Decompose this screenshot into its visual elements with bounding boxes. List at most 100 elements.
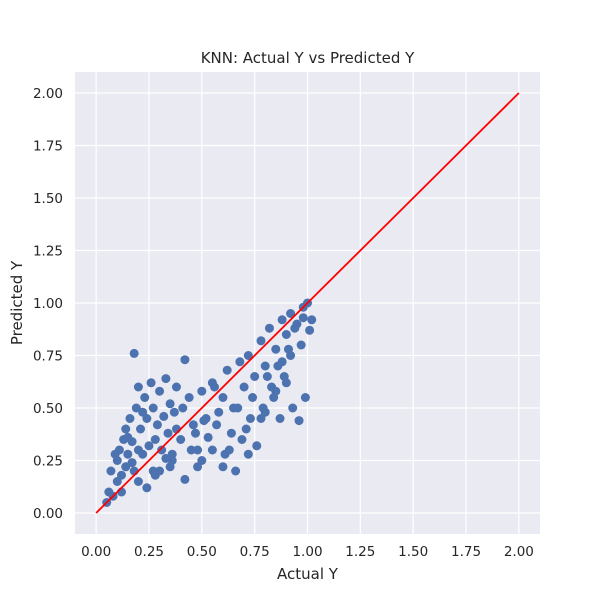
data-point bbox=[237, 435, 247, 444]
data-point bbox=[180, 474, 190, 484]
data-point bbox=[138, 449, 148, 459]
data-point bbox=[157, 445, 167, 455]
x-tick-label: 1.25 bbox=[345, 544, 375, 560]
y-tick-label: 0.25 bbox=[33, 454, 63, 470]
chart-title: KNN: Actual Y vs Predicted Y bbox=[201, 49, 415, 67]
data-point bbox=[186, 445, 196, 455]
data-point bbox=[142, 483, 152, 493]
x-tick-label: 1.50 bbox=[398, 544, 428, 560]
data-point bbox=[112, 477, 122, 486]
x-tick-label: 0.00 bbox=[81, 544, 111, 560]
data-point bbox=[248, 393, 258, 402]
y-tick-label: 0.50 bbox=[33, 401, 63, 417]
data-point bbox=[140, 393, 150, 402]
data-point bbox=[197, 456, 207, 465]
data-point bbox=[110, 449, 120, 459]
x-tick-labels: 0.00 0.25 0.50 0.75 1.00 1.25 1.50 1.75 2.00 bbox=[81, 544, 534, 560]
data-point bbox=[161, 374, 171, 384]
data-point bbox=[298, 313, 308, 323]
x-tick-label: 0.25 bbox=[134, 544, 164, 560]
x-tick-label: 0.75 bbox=[240, 544, 270, 560]
data-point bbox=[296, 340, 306, 350]
data-point bbox=[300, 393, 310, 402]
data-point bbox=[271, 386, 281, 396]
data-point bbox=[226, 428, 236, 438]
data-point bbox=[256, 336, 266, 346]
data-point bbox=[281, 330, 291, 339]
data-point bbox=[239, 382, 249, 392]
data-point bbox=[171, 382, 181, 392]
data-point bbox=[277, 315, 287, 325]
data-point bbox=[260, 361, 270, 371]
data-point bbox=[190, 428, 200, 438]
data-point bbox=[210, 382, 219, 392]
data-point bbox=[148, 403, 158, 413]
data-point bbox=[262, 372, 272, 381]
data-point bbox=[241, 424, 251, 434]
data-point bbox=[188, 420, 198, 430]
data-point bbox=[121, 462, 131, 472]
data-point bbox=[199, 416, 209, 426]
data-point bbox=[231, 466, 241, 476]
data-point bbox=[193, 445, 203, 455]
data-point bbox=[125, 414, 135, 423]
data-point bbox=[275, 414, 285, 423]
data-point bbox=[283, 344, 293, 354]
y-axis-label: Predicted Y bbox=[8, 260, 26, 345]
data-point bbox=[136, 424, 146, 434]
data-point bbox=[144, 441, 154, 451]
y-tick-label: 1.75 bbox=[33, 139, 63, 155]
data-point bbox=[307, 315, 317, 325]
data-point bbox=[178, 403, 188, 413]
data-point bbox=[165, 462, 175, 472]
data-point bbox=[123, 432, 133, 442]
data-point bbox=[127, 458, 137, 468]
data-point bbox=[250, 372, 260, 381]
x-tick-label: 1.00 bbox=[292, 544, 322, 560]
y-tick-labels: 0.00 0.25 0.50 0.75 1.00 1.25 1.50 1.75 2.00 bbox=[33, 86, 63, 522]
data-point bbox=[245, 414, 255, 423]
data-point bbox=[176, 435, 186, 444]
data-point bbox=[207, 445, 217, 455]
data-point bbox=[271, 344, 281, 354]
y-tick-label: 2.00 bbox=[33, 86, 63, 102]
y-tick-label: 1.50 bbox=[33, 191, 63, 207]
data-point bbox=[212, 420, 222, 430]
data-point bbox=[279, 372, 289, 381]
x-axis-label: Actual Y bbox=[277, 565, 339, 583]
x-tick-label: 2.00 bbox=[504, 544, 534, 560]
data-point bbox=[214, 407, 224, 417]
data-point bbox=[165, 399, 175, 409]
data-point bbox=[218, 462, 228, 472]
data-point bbox=[256, 414, 266, 423]
data-point bbox=[138, 407, 148, 417]
data-point bbox=[180, 355, 190, 365]
y-tick-label: 0.75 bbox=[33, 349, 63, 365]
data-point bbox=[146, 378, 156, 388]
data-point bbox=[155, 386, 165, 396]
y-tick-label: 1.00 bbox=[33, 296, 63, 312]
data-point bbox=[155, 466, 165, 476]
data-point bbox=[203, 432, 213, 442]
data-point bbox=[258, 403, 268, 413]
data-point bbox=[169, 407, 179, 417]
data-point bbox=[235, 357, 245, 367]
data-point bbox=[233, 403, 243, 413]
data-point bbox=[129, 348, 139, 358]
data-point bbox=[184, 393, 194, 402]
data-points bbox=[102, 298, 317, 507]
data-point bbox=[152, 420, 162, 430]
data-point bbox=[243, 351, 253, 360]
data-point bbox=[218, 393, 228, 402]
data-point bbox=[294, 416, 304, 426]
data-point bbox=[290, 323, 300, 333]
data-point bbox=[148, 466, 158, 476]
data-point bbox=[277, 357, 287, 367]
data-point bbox=[305, 325, 315, 335]
y-tick-label: 0.00 bbox=[33, 506, 63, 522]
data-point bbox=[222, 365, 232, 375]
data-point bbox=[161, 453, 171, 463]
data-point bbox=[220, 449, 230, 459]
data-point bbox=[167, 449, 177, 459]
